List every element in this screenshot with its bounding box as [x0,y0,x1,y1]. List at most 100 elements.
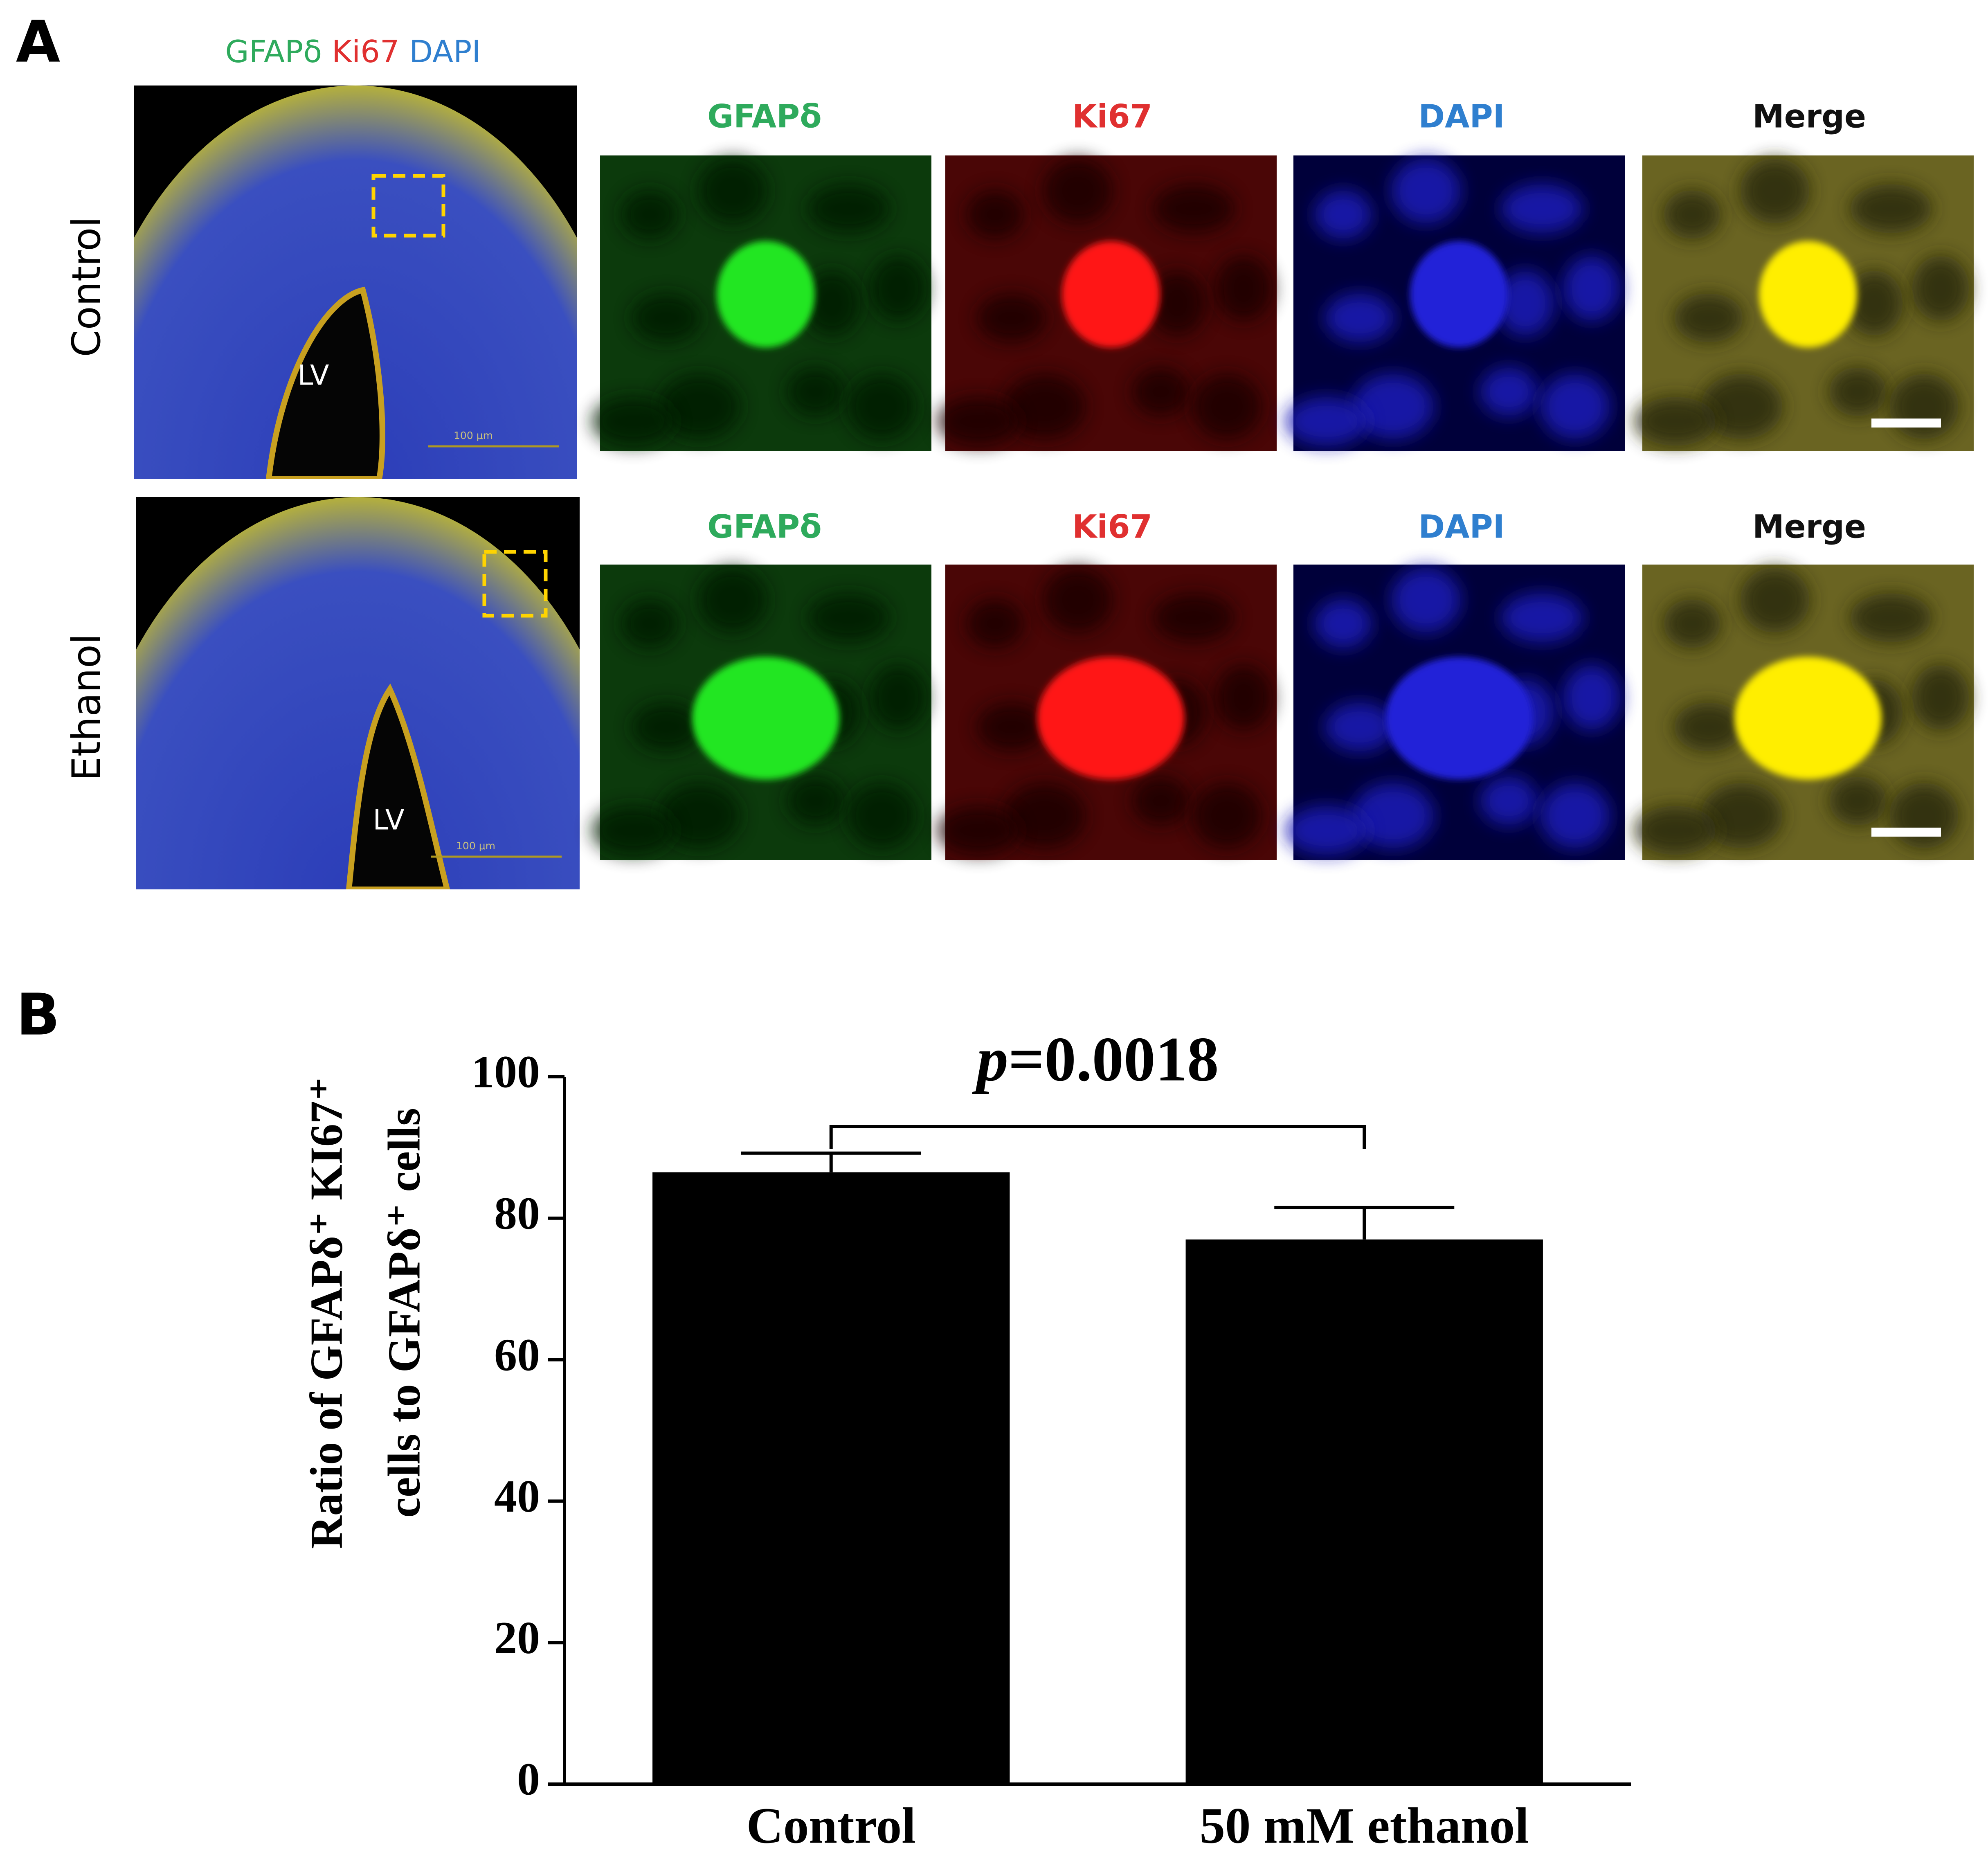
nucleus [803,270,861,336]
channel-image [1635,155,1974,451]
nucleus [807,593,890,642]
p-value-part: p [972,1024,1008,1094]
nucleus [1391,158,1461,224]
nucleus [1850,184,1932,233]
nucleus [977,293,1046,343]
zoom-box [482,550,548,618]
nucleus [1043,567,1113,633]
overview-image [134,86,577,479]
nucleus [1912,664,1969,730]
legend-entry: Ki67 [332,34,399,70]
nucleus [592,396,674,446]
nucleus [698,567,767,633]
y-tick-label: 0 [517,1754,540,1805]
nucleus [1132,367,1190,416]
nucleus [1850,593,1932,642]
nucleus [1149,270,1206,336]
nucleus [1314,599,1372,648]
row-label: Ethanol [64,634,109,781]
nucleus [621,599,679,648]
lv-label: LV [298,360,329,392]
nucleus [1540,783,1610,848]
bar-chart: 0 20 40 60 80 100 Ratio of GFAPδ⁺ KI67⁺ cells t… [301,1024,1631,1852]
nucleus [938,396,1019,446]
nucleus [1153,184,1235,233]
nucleus [1132,776,1190,826]
bar [652,1172,1010,1784]
p-value-part: =0.0018 [1008,1024,1219,1094]
nucleus [1635,396,1716,446]
nucleus [1829,776,1887,826]
nucleus [1286,396,1367,446]
cell [1410,241,1508,348]
y-axis-label: cells to GFAPδ⁺ cells [379,1108,430,1518]
cell [1385,657,1533,780]
nucleus [1480,367,1538,416]
nucleus [787,367,844,416]
legend-entry: GFAPδ [225,34,322,70]
nucleus [1314,190,1372,239]
nucleus [977,702,1046,752]
nucleus [1889,374,1959,439]
nucleus [621,190,679,239]
nucleus [1352,783,1434,848]
nucleus [1663,599,1721,648]
nucleus [1192,374,1262,439]
nucleus [1912,255,1969,321]
column-header: DAPI [1418,98,1504,135]
bar [1185,1239,1543,1784]
nucleus [1563,255,1620,321]
panel-label: B [16,982,60,1049]
column-header: Ki67 [1072,98,1152,135]
column-header: Ki67 [1072,509,1152,545]
nucleus [1889,783,1959,848]
nucleus [966,190,1024,239]
row-label: Control [64,216,109,357]
nucleus [632,702,701,752]
nucleus [1215,255,1272,321]
nucleus [1674,293,1743,343]
column-header: GFAPδ [707,98,821,135]
nucleus [847,374,917,439]
cell [1734,657,1882,780]
channel-image [1635,565,1974,860]
nucleus [1043,158,1113,224]
nucleus [1004,374,1086,439]
panel-label: A [16,9,60,76]
column-header: Merge [1752,509,1866,545]
nucleus [1192,783,1262,848]
nucleus [1846,270,1903,336]
nucleus [938,806,1019,855]
nucleus [1501,184,1583,233]
nucleus [870,664,927,730]
nucleus [1352,374,1434,439]
x-tick-label: 50 mM ethanol [1200,1798,1529,1852]
nucleus [659,783,740,848]
nucleus [1829,367,1887,416]
nucleus [1480,776,1538,826]
nucleus [1740,158,1810,224]
channel-image [1286,155,1625,451]
nucleus [1701,374,1783,439]
cell [1037,657,1185,780]
nucleus [1286,806,1367,855]
channel-image [1286,565,1625,860]
tissue [136,497,580,889]
nucleus [807,184,890,233]
nucleus [1325,702,1394,752]
cell [692,657,839,780]
x-tick-label: Control [747,1798,916,1852]
channel-image [592,155,931,451]
nucleus [1740,567,1810,633]
ventricle [346,683,450,889]
nucleus [1501,593,1583,642]
channel-image [938,155,1277,451]
significance-bracket [829,1125,1366,1149]
y-tick-label: 60 [494,1330,540,1380]
column-header: Merge [1752,98,1866,135]
nucleus [1325,293,1394,343]
y-tick-label: 80 [494,1188,540,1239]
micrographs [134,86,1974,889]
nucleus [1701,783,1783,848]
